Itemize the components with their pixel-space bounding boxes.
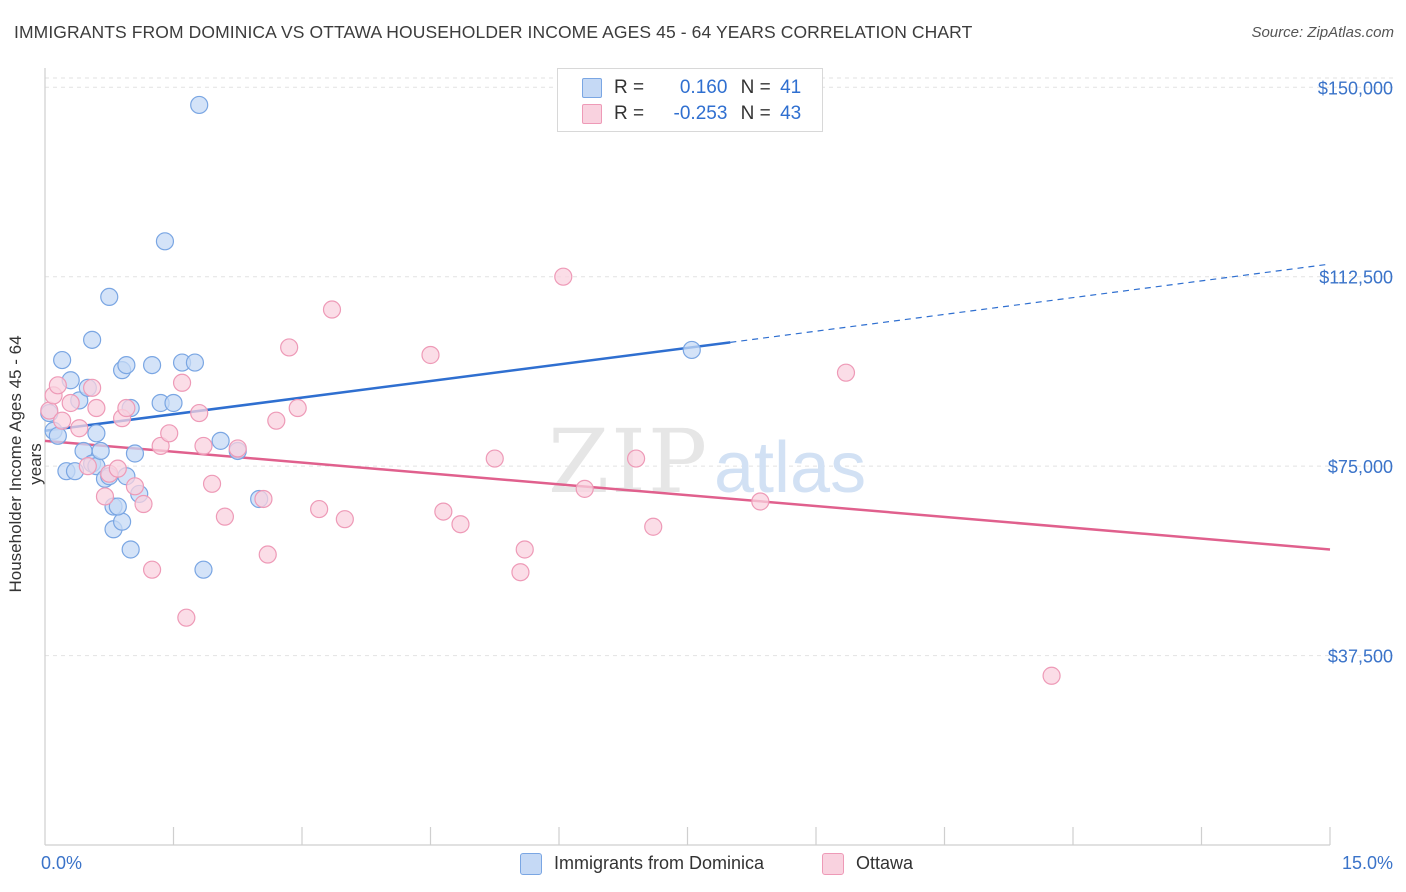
ottawa-point <box>78 457 97 476</box>
ottawa-point <box>626 449 646 468</box>
ottawa-point <box>177 608 196 627</box>
ottawa-point <box>322 300 342 319</box>
dominica-point <box>48 426 67 445</box>
points-layer <box>40 95 1061 685</box>
legend-n-label: N = <box>740 103 771 124</box>
dominica-point <box>108 497 127 516</box>
watermark: ZIP atlas <box>548 410 866 513</box>
ottawa-point <box>310 499 329 519</box>
source-label: Source: ZipAtlas.com <box>1251 24 1394 41</box>
legend-series-label: Immigrants from Dominica <box>554 853 765 873</box>
ottawa-point <box>258 545 277 564</box>
ottawa-point <box>108 459 127 478</box>
ottawa-point <box>515 540 534 559</box>
dominica-point <box>121 540 140 559</box>
dominica-point <box>125 444 145 463</box>
ottawa-point <box>125 477 145 496</box>
ottawa-point <box>228 439 247 458</box>
ottawa-point <box>485 449 504 468</box>
ottawa-point <box>288 398 307 418</box>
dominica-point <box>194 560 213 579</box>
dominica-trend-line <box>44 341 731 433</box>
ottawa-point <box>172 373 192 392</box>
legend-n-label: N = <box>740 77 771 98</box>
y-axis-label: Householder Income Ages 45 - 64 years <box>6 335 45 593</box>
ottawa-trend-line <box>44 439 1331 551</box>
ottawa-point <box>267 411 286 430</box>
correlation-legend: R = 0.160 N = 41 R = -0.253 N = 43 <box>557 68 823 132</box>
watermark-atlas: atlas <box>714 428 866 508</box>
ottawa-point <box>61 393 80 413</box>
ottawa-point <box>53 411 72 430</box>
ottawa-point <box>48 376 67 395</box>
trend-layer <box>44 263 1331 551</box>
ottawa-point <box>117 398 136 418</box>
ottawa-point <box>751 492 770 511</box>
legend-swatch-blue <box>582 78 602 98</box>
y-tick-label: $37,500 <box>1328 647 1393 667</box>
legend-n-value: 43 <box>780 103 802 124</box>
legend-r-value: -0.253 <box>673 103 728 124</box>
ottawa-point <box>215 507 234 526</box>
dominica-point <box>164 393 183 413</box>
x-tick-label: 15.0% <box>1342 853 1393 873</box>
ottawa-point <box>83 378 102 397</box>
ottawa-point <box>554 267 573 286</box>
ottawa-point <box>194 436 213 456</box>
y-tick-label: $75,000 <box>1328 457 1393 477</box>
ottawa-point <box>190 403 209 423</box>
ottawa-point <box>202 474 222 493</box>
ottawa-point <box>151 436 170 456</box>
dominica-trend-extension <box>730 263 1331 343</box>
legend-r-label: R = <box>614 77 645 98</box>
ottawa-point <box>134 494 153 514</box>
dominica-point <box>117 355 136 375</box>
dominica-point <box>53 350 72 370</box>
ottawa-point <box>335 510 354 529</box>
dominica-point <box>83 330 102 349</box>
dominica-point <box>100 287 119 306</box>
dominica-point <box>87 424 106 443</box>
axis-layer <box>44 68 1331 846</box>
ottawa-point <box>87 398 106 418</box>
dominica-point <box>682 340 701 360</box>
legend-r-label: R = <box>614 103 645 124</box>
legend-swatch-blue <box>520 853 542 875</box>
ottawa-point <box>142 560 162 579</box>
legend-n-value: 41 <box>780 77 802 98</box>
ottawa-point <box>280 338 299 357</box>
dominica-point <box>185 353 205 372</box>
legend-series-label: Ottawa <box>856 853 914 873</box>
legend-swatch-pink <box>822 853 844 875</box>
dominica-point <box>211 431 230 450</box>
dominica-point <box>112 512 132 531</box>
tick-label-layer: $37,500 $75,000 $112,500 $150,000 0.0% 15.0% <box>41 78 1393 873</box>
legend-r-value: 0.160 <box>679 77 728 98</box>
chart-title: IMMIGRANTS FROM DOMINICA VS OTTAWA HOUSE… <box>14 22 973 42</box>
dominica-point <box>155 232 175 251</box>
x-tick-label: 0.0% <box>41 853 82 873</box>
dominica-point <box>91 441 110 461</box>
ottawa-point <box>575 479 594 498</box>
dominica-point <box>142 355 162 375</box>
legend-swatch-pink <box>582 104 602 124</box>
ottawa-point <box>644 517 663 536</box>
ottawa-point <box>836 363 856 382</box>
ottawa-point <box>254 489 273 509</box>
ottawa-point <box>511 563 530 582</box>
y-tick-label: $112,500 <box>1319 268 1393 288</box>
ottawa-point <box>434 502 453 521</box>
dominica-point <box>190 95 209 115</box>
grid-layer <box>45 77 1395 657</box>
ottawa-point <box>421 345 440 365</box>
ottawa-point <box>451 515 470 534</box>
ottawa-point <box>70 419 89 438</box>
ottawa-point <box>160 424 179 443</box>
ottawa-point <box>95 487 115 506</box>
ottawa-point <box>1042 666 1061 685</box>
y-tick-label: $150,000 <box>1318 78 1393 98</box>
